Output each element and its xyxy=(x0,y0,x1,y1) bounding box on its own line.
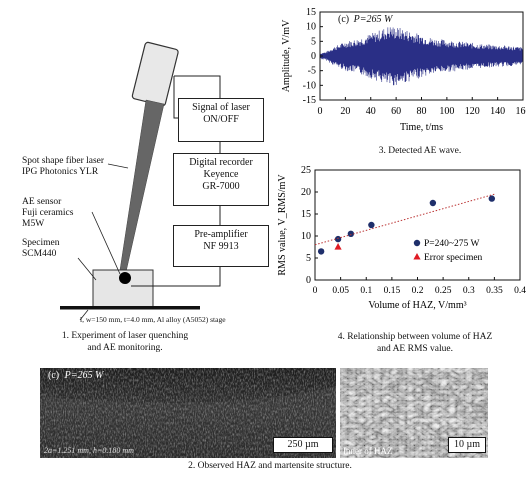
ae-x-tick-label: 100 xyxy=(439,106,454,117)
ae-x-tick-label: 20 xyxy=(340,106,350,117)
recorder-box: Digital recorder Keyence GR-7000 xyxy=(173,153,269,206)
signal-box: Signal of laser ON/OFF xyxy=(178,98,264,142)
laser-label-line2: IPG Photonics YLR xyxy=(22,167,99,177)
laser-beam xyxy=(119,99,165,273)
rms-y-tick-label: 15 xyxy=(301,209,311,220)
specimen-label-line2: SCM440 xyxy=(22,249,57,259)
haz-micrograph xyxy=(40,368,336,458)
specimen-label: Specimen SCM440 xyxy=(22,238,59,260)
rms-y-tick-label: 0 xyxy=(306,275,311,286)
fig4-caption-line1: 4. Relationship between volume of HAZ xyxy=(337,332,493,342)
scale-bar-left: 250 µm xyxy=(273,437,333,453)
rms-error-point xyxy=(334,243,342,250)
rms-volume-chart: 0 5 10 15 20 25 0 0.05 0.1 0.15 0.2 0.25 0.3 0.35 0.4 V… xyxy=(277,165,526,310)
ae-label-line1: AE sensor xyxy=(22,197,62,207)
legend-entry: P=240~275 W xyxy=(424,239,479,249)
rms-x-tick-label: 0.05 xyxy=(332,286,349,296)
stage-label: l, w=150 mm, t=4.0 mm, Al alloy (A5052) … xyxy=(80,315,226,324)
preamp-box-line1: Pre-amplifier xyxy=(194,229,248,240)
fig3-panel-tag: (c) P=265 W xyxy=(338,14,392,25)
ae-label-line2: Fuji ceramics xyxy=(22,208,74,218)
rms-x-axis-label: Volume of HAZ, V/mm³ xyxy=(368,300,466,310)
recorder-box-line2: Keyence xyxy=(203,169,239,180)
laser-label-line1: Spot shape fiber laser xyxy=(22,156,105,166)
fig2-power-label: P=265 W xyxy=(64,370,104,381)
ae-x-tick-label: 160 xyxy=(516,106,526,117)
laser-head-icon xyxy=(131,41,179,107)
rms-trend-line xyxy=(314,193,495,246)
haz-dims-label: 2a=1.251 mm, h=0.180 mm xyxy=(44,446,134,455)
laser-label: Spot shape fiber laser IPG Photonics YLR xyxy=(22,156,104,178)
rms-data-point xyxy=(334,235,342,243)
rms-y-tick-label: 5 xyxy=(306,253,311,264)
specimen-label-line1: Specimen xyxy=(22,238,60,248)
ae-y-tick-label: 5 xyxy=(311,36,316,47)
legend-marker-triangle xyxy=(413,253,421,260)
fig3-power-label: P=265 W xyxy=(353,14,393,25)
fig4-caption: 4. Relationship between volume of HAZ an… xyxy=(305,331,525,355)
ae-y-tick-label: -10 xyxy=(303,80,316,91)
signal-box-line2: ON/OFF xyxy=(203,114,239,125)
legend-entry: Error specimen xyxy=(424,253,483,263)
haz-micrograph-image xyxy=(40,368,336,458)
fig4-caption-line2: and AE RMS value. xyxy=(377,344,453,354)
inner-haz-label: Inner of HAZ xyxy=(343,446,393,456)
rms-data-point xyxy=(317,248,325,255)
rms-y-axis-label: RMS value, V_RMS/mV xyxy=(277,174,288,276)
ae-y-axis-label: Amplitude, V/mV xyxy=(281,19,292,92)
ae-y-tick-label: 10 xyxy=(306,22,316,33)
ae-x-axis-label: Time, t/ms xyxy=(400,122,443,133)
ae-label-line3: M5W xyxy=(22,219,45,229)
fig3-panel-label: (c) xyxy=(338,14,350,25)
rms-y-tick-label: 20 xyxy=(301,187,311,198)
ae-wave-chart: -15 -10 -5 0 5 10 15 0 20 40 60 80 100 120 140 160 Time,… xyxy=(281,7,526,133)
ae-sensor-label: AE sensor Fuji ceramics M5W xyxy=(22,197,73,230)
rms-x-tick-label: 0.2 xyxy=(412,286,424,296)
ae-y-tick-label: 15 xyxy=(306,7,316,18)
stage-plate xyxy=(60,306,200,310)
rms-x-tick-label: 0 xyxy=(313,286,318,296)
ae-wave-series xyxy=(319,27,524,86)
rms-data-point xyxy=(488,195,496,202)
ae-x-tick-label: 140 xyxy=(490,106,505,117)
ae-x-tick-label: 120 xyxy=(465,106,480,117)
recorder-box-line1: Digital recorder xyxy=(189,157,253,168)
fig2-panel-tag: (c) P=265 W xyxy=(48,370,103,381)
fig1-caption: 1. Experiment of laser quenching and AE … xyxy=(20,330,230,354)
rms-y-tick-label: 25 xyxy=(301,165,311,176)
rms-x-tick-label: 0.1 xyxy=(360,286,372,296)
ae-x-tick-label: 80 xyxy=(417,106,427,117)
fig1-caption-line2: and AE monitoring. xyxy=(87,343,163,353)
rms-x-tick-label: 0.4 xyxy=(514,286,526,296)
fig2-caption: 2. Observed HAZ and martensite structure… xyxy=(188,461,352,471)
rms-data-point xyxy=(347,230,355,237)
ae-x-tick-label: 0 xyxy=(318,106,323,117)
rms-data-point xyxy=(429,199,437,207)
recorder-box-line3: GR-7000 xyxy=(202,181,240,192)
rms-x-tick-label: 0.35 xyxy=(486,286,503,296)
scale-bar-right: 10 µm xyxy=(448,437,486,453)
rms-plot-frame xyxy=(314,169,521,281)
rms-x-tick-label: 0.15 xyxy=(384,286,401,296)
rms-y-tick-label: 10 xyxy=(301,231,311,242)
fig3-caption: 3. Detected AE wave. xyxy=(378,146,462,156)
ae-x-tick-label: 40 xyxy=(366,106,376,117)
rms-x-tick-label: 0.3 xyxy=(463,286,475,296)
fig2-panel-label: (c) xyxy=(48,370,60,381)
rms-data-point xyxy=(368,221,375,229)
rms-x-tick-label: 0.25 xyxy=(435,286,452,296)
ae-y-tick-label: -15 xyxy=(303,95,316,106)
ae-x-tick-label: 60 xyxy=(391,106,401,117)
fig1-caption-line1: 1. Experiment of laser quenching xyxy=(61,331,189,341)
ae-y-tick-label: 0 xyxy=(311,51,316,62)
preamp-box-line2: NF 9913 xyxy=(203,241,239,252)
preamp-box: Pre-amplifier NF 9913 xyxy=(173,225,269,267)
signal-box-line1: Signal of laser xyxy=(192,102,250,113)
ae-sensor-icon xyxy=(119,272,131,284)
legend-marker-circle xyxy=(413,239,421,247)
ae-y-tick-label: -5 xyxy=(308,66,316,77)
